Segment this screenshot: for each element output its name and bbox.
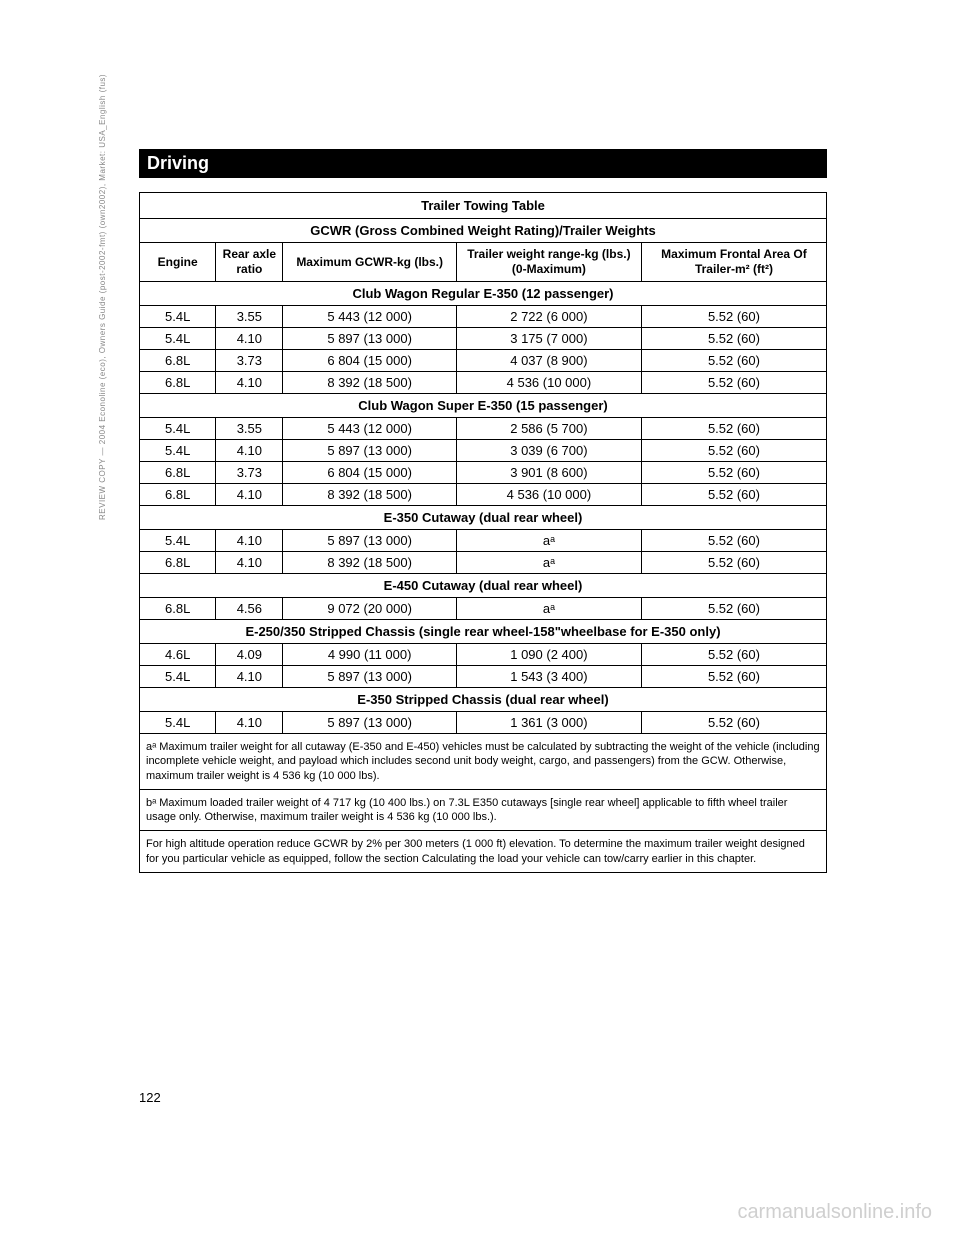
table-cell: 3 901 (8 600) xyxy=(456,462,641,484)
table-cell: 6.8L xyxy=(140,552,216,574)
table-cell: 8 392 (18 500) xyxy=(283,552,456,574)
table-cell: 6.8L xyxy=(140,462,216,484)
table-cell: 6.8L xyxy=(140,350,216,372)
table-cell: 4.10 xyxy=(216,484,283,506)
table-cell: 5.52 (60) xyxy=(641,484,826,506)
table-cell: 4 990 (11 000) xyxy=(283,644,456,666)
table-cell: 3.55 xyxy=(216,418,283,440)
footnote: aᵃ Maximum trailer weight for all cutawa… xyxy=(140,734,827,790)
page-content: Driving Trailer Towing TableGCWR (Gross … xyxy=(139,149,827,873)
table-cell: 5 897 (13 000) xyxy=(283,712,456,734)
table-cell: 5.4L xyxy=(140,666,216,688)
subheading: Club Wagon Super E-350 (15 passenger) xyxy=(140,394,827,418)
table-cell: 6.8L xyxy=(140,484,216,506)
subheading: E-350 Stripped Chassis (dual rear wheel) xyxy=(140,688,827,712)
table-cell: 5.52 (60) xyxy=(641,372,826,394)
footnote: bᵃ Maximum loaded trailer weight of 4 71… xyxy=(140,789,827,831)
table-cell: 1 361 (3 000) xyxy=(456,712,641,734)
table-cell: 5.4L xyxy=(140,418,216,440)
table-cell: 5.52 (60) xyxy=(641,552,826,574)
table-cell: 5.52 (60) xyxy=(641,598,826,620)
table-cell: 4.56 xyxy=(216,598,283,620)
table-cell: 3.73 xyxy=(216,462,283,484)
table-cell: 9 072 (20 000) xyxy=(283,598,456,620)
table-cell: 5.52 (60) xyxy=(641,712,826,734)
table-cell: aᵃ xyxy=(456,598,641,620)
table-title: Trailer Towing Table xyxy=(140,193,827,219)
table-cell: 6.8L xyxy=(140,372,216,394)
table-cell: 1 543 (3 400) xyxy=(456,666,641,688)
table-cell: 5.52 (60) xyxy=(641,328,826,350)
table-cell: 8 392 (18 500) xyxy=(283,484,456,506)
table-cell: 4 037 (8 900) xyxy=(456,350,641,372)
section-header: Driving xyxy=(139,149,827,178)
table-cell: 3.55 xyxy=(216,306,283,328)
table-cell: 4 536 (10 000) xyxy=(456,484,641,506)
col-engine: Engine xyxy=(140,243,216,282)
table-cell: 4.10 xyxy=(216,552,283,574)
table-cell: 4.10 xyxy=(216,712,283,734)
col-gcwr: Maximum GCWR-kg (lbs.) xyxy=(283,243,456,282)
table-cell: 5 897 (13 000) xyxy=(283,666,456,688)
table-cell: 1 090 (2 400) xyxy=(456,644,641,666)
table-cell: 5.52 (60) xyxy=(641,644,826,666)
table-cell: 5 897 (13 000) xyxy=(283,530,456,552)
table-cell: 5.4L xyxy=(140,306,216,328)
table-cell: 5.52 (60) xyxy=(641,666,826,688)
table-cell: 4 536 (10 000) xyxy=(456,372,641,394)
footnote: For high altitude operation reduce GCWR … xyxy=(140,831,827,873)
subheading: E-350 Cutaway (dual rear wheel) xyxy=(140,506,827,530)
table-cell: 5.52 (60) xyxy=(641,418,826,440)
table-cell: 2 586 (5 700) xyxy=(456,418,641,440)
col-area: Maximum Frontal Area Of Trailer-m² (ft²) xyxy=(641,243,826,282)
table-cell: 5.52 (60) xyxy=(641,530,826,552)
table-cell: 4.10 xyxy=(216,440,283,462)
col-ratio: Rear axle ratio xyxy=(216,243,283,282)
table-cell: 5.4L xyxy=(140,712,216,734)
table-cell: 5 443 (12 000) xyxy=(283,418,456,440)
table-cell: 6 804 (15 000) xyxy=(283,462,456,484)
table-cell: 4.10 xyxy=(216,328,283,350)
table-cell: 8 392 (18 500) xyxy=(283,372,456,394)
table-cell: 4.10 xyxy=(216,666,283,688)
table-cell: 5.4L xyxy=(140,440,216,462)
page-number: 122 xyxy=(139,1090,161,1105)
table-cell: 3.73 xyxy=(216,350,283,372)
table-cell: 5 897 (13 000) xyxy=(283,328,456,350)
table-cell: 5.4L xyxy=(140,530,216,552)
table-cell: aᵃ xyxy=(456,552,641,574)
table-cell: 3 175 (7 000) xyxy=(456,328,641,350)
trailer-towing-table: Trailer Towing TableGCWR (Gross Combined… xyxy=(139,192,827,873)
col-range: Trailer weight range-kg (lbs.) (0-Maximu… xyxy=(456,243,641,282)
table-cell: 5.52 (60) xyxy=(641,350,826,372)
table-cell: 2 722 (6 000) xyxy=(456,306,641,328)
subheading: E-450 Cutaway (dual rear wheel) xyxy=(140,574,827,598)
table-cell: 5.52 (60) xyxy=(641,462,826,484)
table-cell: 4.09 xyxy=(216,644,283,666)
watermark: carmanualsonline.info xyxy=(737,1201,932,1224)
table-cell: 5.52 (60) xyxy=(641,440,826,462)
subheading: Club Wagon Regular E-350 (12 passenger) xyxy=(140,282,827,306)
table-cell: 3 039 (6 700) xyxy=(456,440,641,462)
subheading: E-250/350 Stripped Chassis (single rear … xyxy=(140,620,827,644)
table-cell: 5 443 (12 000) xyxy=(283,306,456,328)
table-cell: 4.6L xyxy=(140,644,216,666)
table-cell: 5 897 (13 000) xyxy=(283,440,456,462)
table-subtitle: GCWR (Gross Combined Weight Rating)/Trai… xyxy=(140,219,827,243)
table-cell: 4.10 xyxy=(216,530,283,552)
table-cell: 5.52 (60) xyxy=(641,306,826,328)
side-review-text: REVIEW COPY — 2004 Econoline (eco), Owne… xyxy=(98,74,107,520)
table-cell: 4.10 xyxy=(216,372,283,394)
table-cell: 6 804 (15 000) xyxy=(283,350,456,372)
table-cell: aᵃ xyxy=(456,530,641,552)
table-cell: 6.8L xyxy=(140,598,216,620)
table-cell: 5.4L xyxy=(140,328,216,350)
